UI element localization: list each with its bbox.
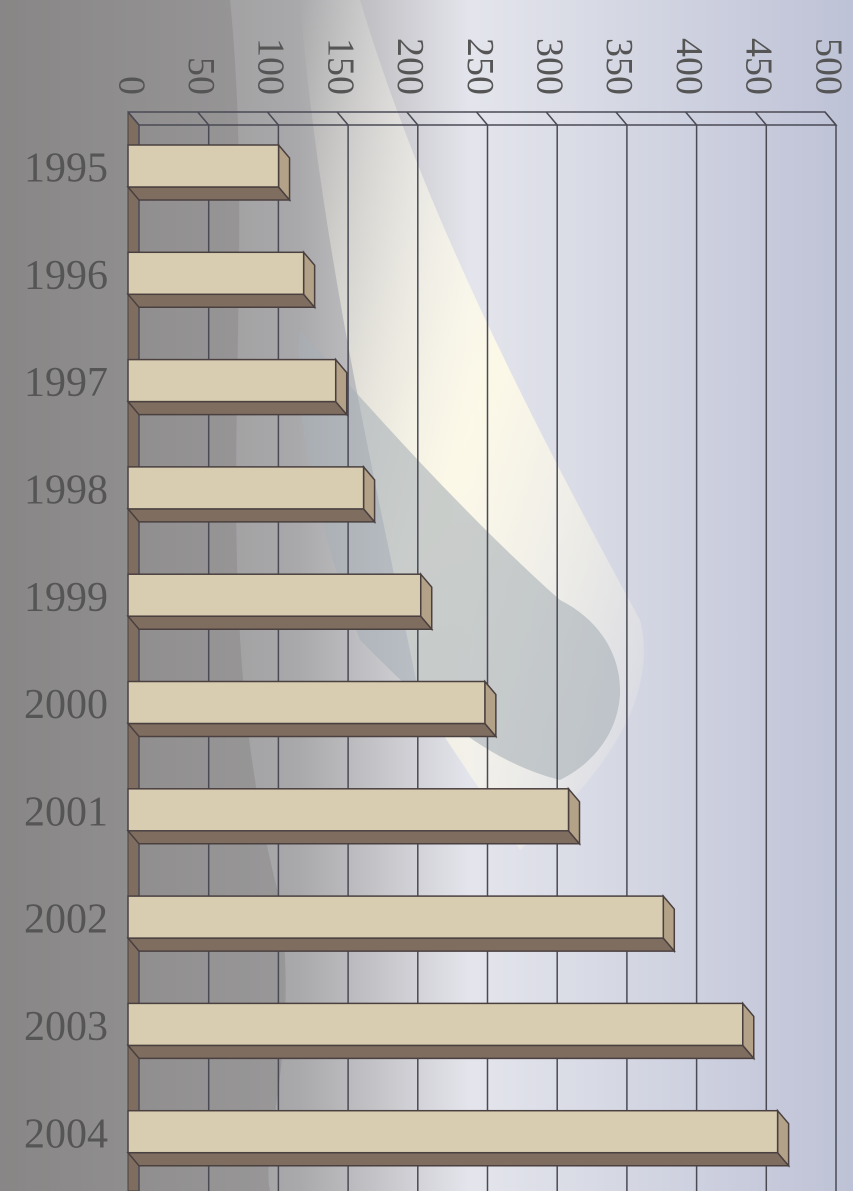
x-tick-label: 300 [528, 38, 570, 95]
tick-mark [824, 111, 837, 126]
y-tick-label: 1999 [24, 575, 108, 621]
bar [126, 786, 582, 846]
tick-mark [545, 111, 558, 126]
bar [126, 679, 498, 739]
bar-bottom [126, 400, 349, 416]
bar-bottom [126, 186, 292, 201]
y-tick-label: 2000 [24, 682, 108, 728]
tick-mark [127, 111, 140, 126]
y-tick-label: 1996 [24, 253, 108, 299]
bar-front [127, 1109, 779, 1154]
tick-mark [685, 111, 698, 126]
bar [126, 894, 676, 954]
bar-front [127, 680, 486, 725]
bar-bottom [126, 937, 676, 952]
x-tick-label: 100 [250, 38, 292, 95]
bar-bottom [126, 508, 377, 523]
bar [126, 142, 292, 203]
bar [126, 572, 434, 632]
x-tick-label: 250 [459, 38, 501, 95]
tick-mark [475, 111, 489, 126]
x-tick-label: 450 [738, 38, 780, 95]
x-tick-label: 400 [668, 38, 710, 95]
bar [126, 464, 377, 524]
bar [126, 250, 317, 310]
x-tick-label: 350 [598, 38, 640, 95]
bar-bottom [126, 1151, 791, 1167]
tick-mark [266, 111, 279, 126]
tick-mark [754, 111, 767, 126]
bar-bottom [126, 615, 434, 630]
plot-area: 0 50 100 150 200 250 300 350 400 450 500 1995 1996 19… [24, 38, 849, 1191]
y-tick-label: 2002 [24, 897, 108, 943]
x-tick-label: 500 [807, 38, 849, 95]
x-tick-label: 200 [389, 38, 431, 95]
bar-bottom [126, 293, 317, 309]
bar [126, 357, 349, 417]
bar-bottom [126, 1044, 756, 1060]
y-tick-label: 2003 [24, 1004, 108, 1050]
tick-mark [197, 111, 210, 126]
y-tick-label: 2004 [24, 1111, 108, 1157]
bar-front [127, 895, 665, 939]
bar-front [127, 466, 365, 510]
bar-bottom [126, 830, 582, 845]
y-tick-label: 1997 [24, 360, 108, 406]
x-tick-label: 50 [180, 57, 222, 95]
x-tick-label: 150 [319, 38, 361, 95]
bar-front [127, 251, 305, 296]
tick-mark [615, 111, 628, 126]
bar-front [127, 144, 280, 188]
x-tick-label: 0 [110, 76, 152, 95]
bar-front [127, 573, 422, 617]
y-tick-label: 1998 [24, 468, 108, 514]
background-shape [298, 330, 620, 780]
y-tick-label: 2001 [24, 789, 108, 835]
bar [126, 1108, 791, 1168]
tick-mark [406, 111, 419, 126]
bar [126, 1001, 756, 1061]
y-tick-label: 1995 [24, 146, 108, 192]
tick-mark [336, 111, 349, 126]
bar-front [127, 788, 570, 832]
bar-front [127, 1002, 744, 1047]
bar-bottom [126, 722, 498, 738]
bar-front [127, 358, 337, 403]
